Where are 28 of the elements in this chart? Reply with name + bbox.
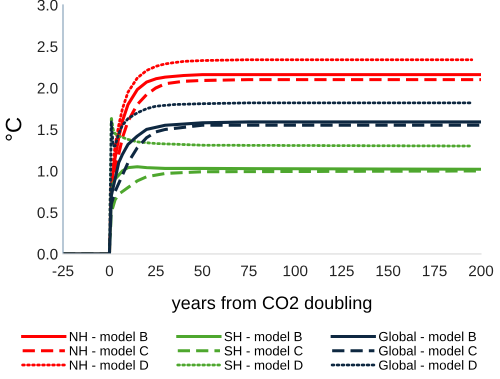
x-tick-label: 75 xyxy=(241,266,257,276)
x-tick-label: 200 xyxy=(469,265,494,276)
y-tick-label: 0.5 xyxy=(38,207,58,218)
legend-label: SH - model C xyxy=(224,346,303,356)
y-tick-label: 3.0 xyxy=(37,0,58,11)
x-tick-label: 125 xyxy=(330,265,354,276)
x-axis-title: years from CO2 doubling xyxy=(172,296,372,313)
y-tick-label: 1.0 xyxy=(38,166,58,177)
legend-label: Global - model D xyxy=(379,360,477,370)
legend-label: SH - model B xyxy=(224,332,302,342)
y-axis-title: °C xyxy=(6,118,22,141)
legend-label: NH - model D xyxy=(70,360,148,370)
y-tick-label: 0.0 xyxy=(38,248,58,260)
x-tick-label: 175 xyxy=(422,266,447,276)
legend-label: NH - model B xyxy=(70,332,148,342)
x-tick-label: 25 xyxy=(148,265,164,276)
x-tick-label: -25 xyxy=(52,265,74,276)
legend-label: SH - model D xyxy=(224,360,303,370)
x-tick-label: 150 xyxy=(376,265,400,276)
legend-label: NH - model C xyxy=(70,346,148,356)
y-tick-label: 1.5 xyxy=(38,124,58,136)
legend-label: Global - model B xyxy=(379,332,476,342)
x-tick-label: 0 xyxy=(106,265,114,276)
y-tick-label: 2.0 xyxy=(38,82,58,94)
legend-label: Global - model C xyxy=(379,346,477,356)
x-tick-label: 50 xyxy=(194,265,210,276)
x-tick-label: 100 xyxy=(284,265,308,276)
y-tick-label: 2.5 xyxy=(38,41,58,52)
